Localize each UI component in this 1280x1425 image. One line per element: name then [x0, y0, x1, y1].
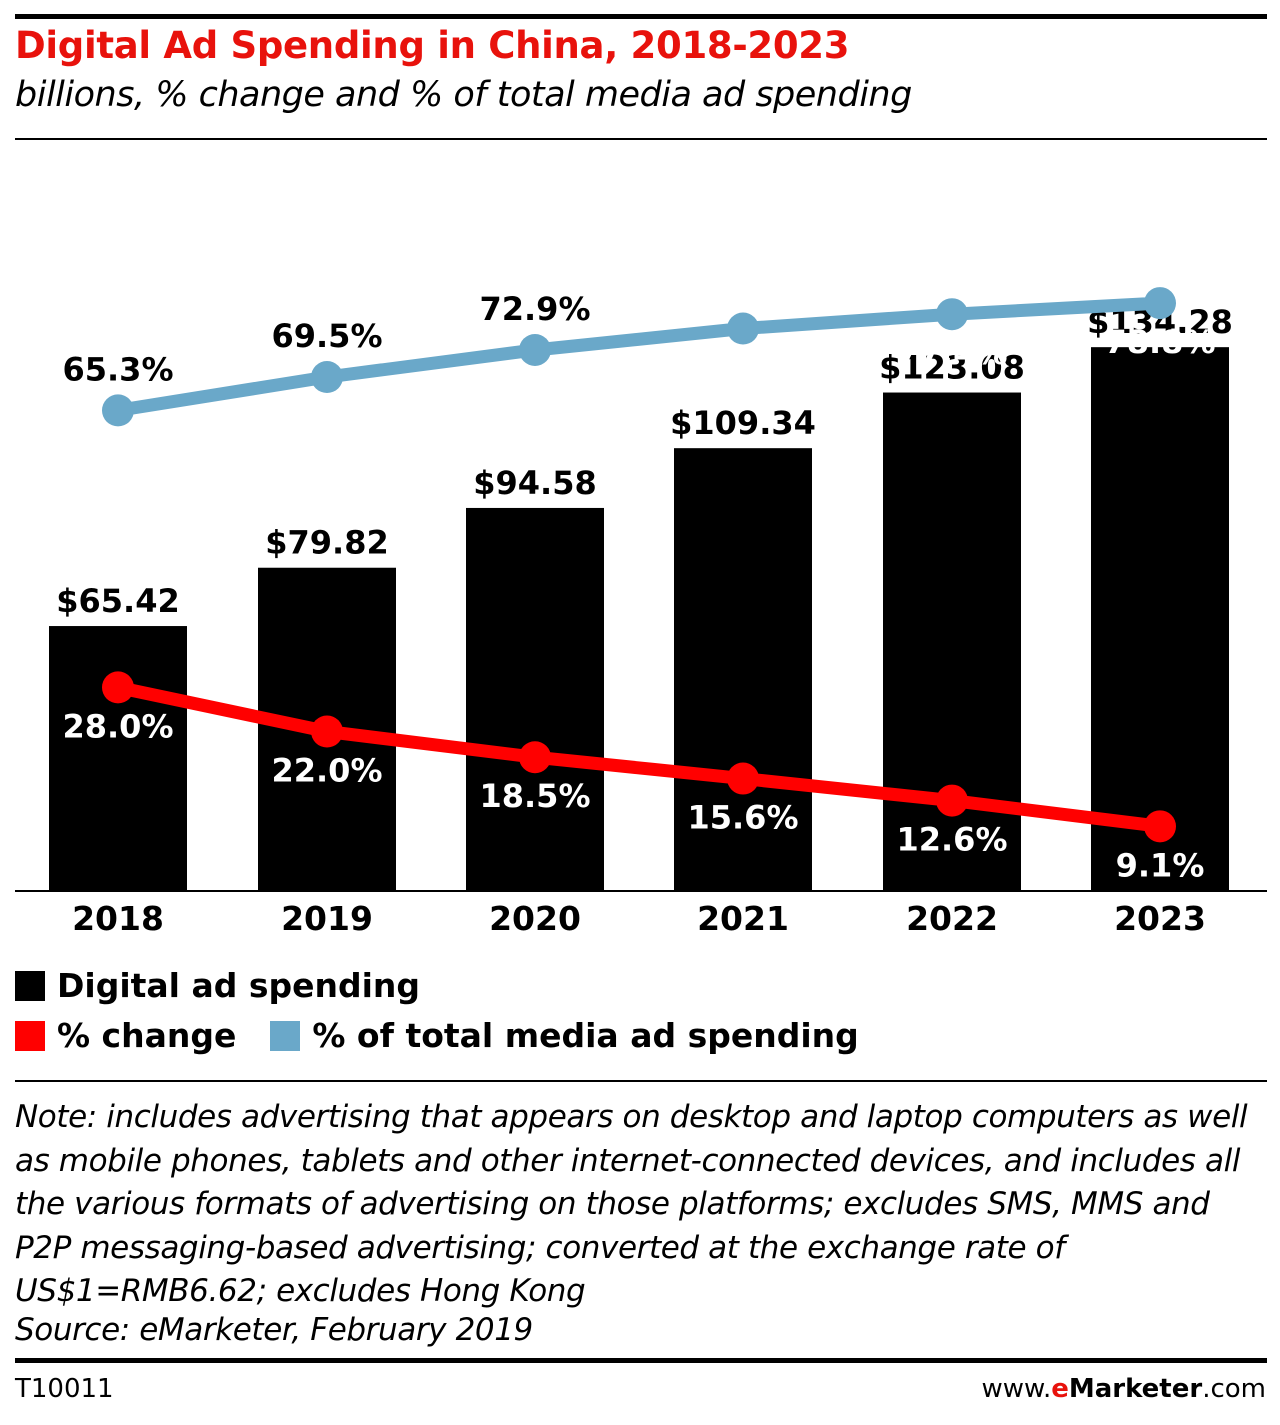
- bar-2021: [674, 448, 812, 891]
- legend-item-change: % change: [15, 1016, 236, 1055]
- bar-value-label-2019: $79.82: [265, 524, 388, 562]
- legend-swatch-spending: [15, 970, 45, 1001]
- change-line: [111, 680, 1167, 833]
- legend-row-1: Digital ad spending: [15, 966, 454, 1005]
- share-label-2023: 78.8%: [1104, 323, 1215, 361]
- header-divider: [15, 138, 1267, 140]
- footer-rule: [15, 1358, 1267, 1363]
- change-point-2018: [102, 671, 134, 704]
- share-point-2018: [102, 394, 134, 427]
- bar-value-label-2020: $94.58: [473, 464, 596, 502]
- share-label-2020: 72.9%: [479, 290, 590, 328]
- site-link[interactable]: www.eMarketer.com: [982, 1374, 1266, 1404]
- change-point-2023: [1144, 810, 1176, 843]
- legend-row-2: % change % of total media ad spending: [15, 1016, 893, 1055]
- share-label-2019: 69.5%: [271, 317, 382, 355]
- change-label-2020: 18.5%: [479, 777, 590, 815]
- combo-chart: $65.42$79.82$94.58$109.34$123.08$134.282…: [15, 287, 1267, 938]
- legend-item-share: % of total media ad spending: [270, 1016, 859, 1055]
- bar-2023: [1091, 347, 1229, 891]
- site-brand-e: e: [1051, 1374, 1069, 1404]
- chart-title: Digital Ad Spending in China, 2018-2023: [15, 24, 850, 67]
- notes-divider: [15, 1080, 1267, 1082]
- change-label-2018: 28.0%: [62, 707, 173, 745]
- change-label-2021: 15.6%: [687, 799, 798, 837]
- site-prefix: www.: [981, 1374, 1052, 1404]
- legend-label-share: % of total media ad spending: [312, 1016, 859, 1055]
- legend-label-change: % change: [57, 1016, 237, 1055]
- x-tick-label-2023: 2023: [1114, 899, 1206, 938]
- chart-subtitle: billions, % change and % of total media …: [15, 75, 912, 115]
- change-label-2019: 22.0%: [271, 752, 382, 790]
- share-point-2023: [1144, 287, 1176, 320]
- share-point-2019: [311, 361, 343, 394]
- x-tick-label-2020: 2020: [489, 899, 581, 938]
- bar-2020: [466, 507, 604, 891]
- change-label-2022: 12.6%: [896, 821, 1007, 859]
- site-brand-name: Marketer: [1068, 1374, 1203, 1404]
- site-suffix: .com: [1202, 1374, 1266, 1404]
- share-label-2022: 77.4%: [896, 334, 1007, 372]
- chart-note: Note: includes advertising that appears …: [15, 1099, 1248, 1309]
- bar-value-label-2018: $65.42: [56, 582, 179, 620]
- chart-source: Source: eMarketer, February 2019: [15, 1312, 533, 1348]
- change-point-2020: [519, 741, 551, 774]
- legend-item-spending: Digital ad spending: [15, 966, 420, 1005]
- legend-swatch-share: [270, 1020, 301, 1051]
- legend-label-spending: Digital ad spending: [57, 966, 421, 1005]
- x-tick-label-2022: 2022: [906, 899, 998, 938]
- share-label-2021: 75.6%: [687, 349, 798, 387]
- bar-value-label-2021: $109.34: [670, 404, 816, 442]
- x-tick-label-2021: 2021: [697, 899, 789, 938]
- legend-swatch-change: [15, 1020, 45, 1051]
- chart-id: T10011: [15, 1374, 114, 1404]
- bar-2018: [49, 626, 187, 891]
- share-point-2020: [519, 333, 551, 366]
- top-rule: [15, 14, 1267, 19]
- change-label-2023: 9.1%: [1116, 846, 1205, 884]
- share-point-2021: [727, 312, 759, 345]
- x-tick-label-2019: 2019: [281, 899, 373, 938]
- change-point-2021: [727, 762, 759, 795]
- change-point-2022: [936, 784, 968, 817]
- x-tick-label-2018: 2018: [72, 899, 164, 938]
- share-point-2022: [936, 298, 968, 331]
- share-line: [111, 296, 1167, 417]
- share-label-2018: 65.3%: [62, 350, 173, 388]
- change-point-2019: [311, 715, 343, 748]
- bar-value-label-2022: $123.08: [879, 349, 1025, 387]
